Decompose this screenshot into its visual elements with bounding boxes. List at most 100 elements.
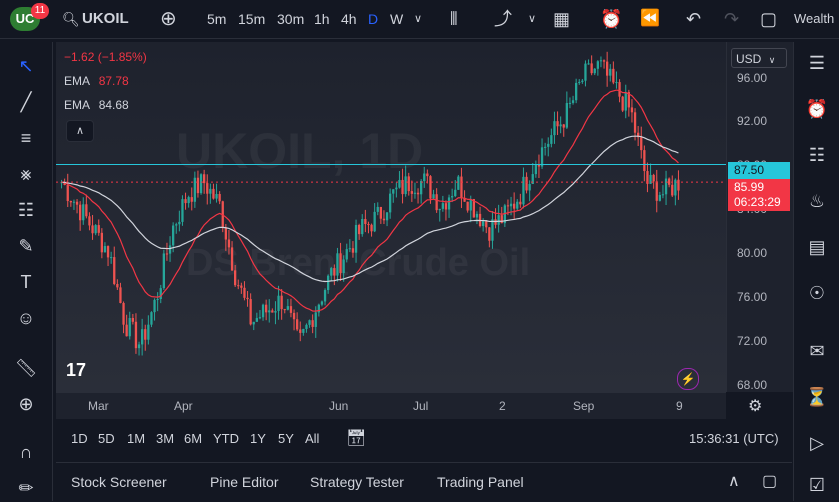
candle-body	[240, 285, 243, 288]
tab-pine-editor[interactable]: Pine Editor	[210, 474, 279, 490]
last-price: 85.99	[734, 180, 765, 194]
alerts-icon[interactable]: ⏰	[805, 99, 829, 119]
candle-body	[320, 301, 324, 305]
account-name[interactable]: Wealth	[794, 11, 835, 26]
lock-drawing-icon[interactable]: ✏	[18, 478, 34, 498]
prediction-icon[interactable]: ☷	[17, 200, 35, 220]
lightning-icon[interactable]: ⚡	[677, 368, 699, 390]
fullscreen-icon[interactable]: ▢	[760, 9, 778, 29]
watchlist-icon[interactable]: ☰	[808, 53, 826, 73]
text-icon[interactable]: T	[20, 272, 32, 292]
chevron-down-icon[interactable]: ∨	[414, 13, 423, 25]
candle-body	[398, 179, 401, 188]
time-axis[interactable]: Mar Apr Jun Jul 2 Sep 9	[56, 392, 726, 419]
currency-selector[interactable]: USD ∨	[731, 48, 787, 68]
zoom-in-icon[interactable]: ⊕	[18, 394, 34, 414]
watermark-description: DS Brent Crude Oil	[186, 242, 531, 284]
range-3m[interactable]: 3M	[156, 431, 175, 446]
alert-clock-icon[interactable]: ⏰	[600, 9, 623, 29]
candle-body	[268, 310, 271, 313]
candle-body	[522, 176, 525, 205]
layout-grid-icon[interactable]: ▦	[553, 9, 571, 29]
symbol-search[interactable]: UKOIL	[82, 10, 129, 27]
range-5y[interactable]: 5Y	[278, 431, 294, 446]
candle-body	[144, 329, 147, 340]
calendar-icon[interactable]: ▤	[808, 237, 826, 257]
candle-body	[292, 312, 296, 320]
candle-body	[571, 100, 575, 103]
compare-plus-icon[interactable]: ⊕	[160, 8, 177, 30]
candle-body	[274, 310, 277, 313]
chart-pane[interactable]: UKOIL, 1D DS Brent Crude Oil 17 ⚡	[56, 42, 726, 392]
hline-price-tag: 87.50	[728, 162, 790, 179]
candle-body	[575, 82, 578, 101]
hotlists-flame-icon[interactable]: ♨	[808, 191, 826, 211]
chevron-up-icon[interactable]: ∧	[728, 473, 740, 490]
last-price-tag: 85.99 06:23:29	[728, 179, 790, 211]
price-chart[interactable]	[56, 42, 726, 392]
tab-strategy-tester[interactable]: Strategy Tester	[310, 474, 404, 490]
interval-15m[interactable]: 15m	[238, 11, 266, 27]
candle-body	[646, 171, 649, 184]
range-1d[interactable]: 1D	[71, 431, 88, 446]
indicators-icon[interactable]: ⤴	[494, 9, 512, 29]
candle-body	[463, 197, 466, 202]
candle-body	[407, 176, 410, 192]
tab-trading-panel[interactable]: Trading Panel	[437, 474, 524, 490]
settings-gear-icon[interactable]: ⚙	[748, 398, 763, 415]
candle-body	[382, 218, 386, 221]
clock-display[interactable]: 15:36:31 (UTC)	[689, 431, 779, 446]
tab-stock-screener[interactable]: Stock Screener	[71, 474, 167, 490]
range-1m[interactable]: 1M	[127, 431, 146, 446]
range-all[interactable]: All	[305, 431, 320, 446]
time-tick: Jul	[413, 399, 429, 413]
interval-30m[interactable]: 30m	[277, 11, 305, 27]
price-axis[interactable]: USD ∨ 96.00 92.00 88.00 84.00 80.00 76.0…	[726, 42, 793, 392]
ema-fast-label: EMA	[64, 74, 90, 88]
chevron-down-icon: ∨	[768, 55, 776, 65]
brush-icon[interactable]: ✎	[18, 236, 34, 256]
emoji-icon[interactable]: ☺	[16, 308, 36, 328]
candle-body	[237, 285, 240, 287]
interval-d[interactable]: D	[368, 11, 379, 27]
candle-body	[540, 147, 544, 167]
chevron-down-icon[interactable]: ∨	[528, 13, 537, 25]
interval-w[interactable]: W	[390, 11, 404, 27]
collapse-legend-button[interactable]: ∧	[66, 120, 94, 142]
magnet-icon[interactable]: ∩	[19, 442, 33, 462]
play-icon[interactable]: ▷	[810, 433, 824, 453]
help-icon[interactable]: ☑	[808, 475, 826, 495]
candle-body	[131, 317, 134, 322]
candle-body	[364, 218, 367, 225]
calendar-range-icon[interactable]: 📅︎	[346, 430, 367, 447]
trend-line-icon[interactable]: ╱	[20, 92, 32, 112]
interval-1h[interactable]: 1h	[314, 11, 330, 27]
candle-body	[209, 188, 212, 194]
replay-icon[interactable]: ⏪	[640, 10, 660, 27]
range-5d[interactable]: 5D	[98, 431, 115, 446]
maximize-panel-icon[interactable]: ▢	[762, 473, 778, 490]
candle-body	[389, 193, 392, 213]
candle-body	[314, 312, 317, 327]
price-change: −1.62 (−1.85%)	[64, 50, 147, 64]
redo-icon[interactable]: ↷	[724, 9, 740, 29]
notifications-icon[interactable]: ⏳	[805, 387, 829, 407]
search-icon[interactable]: 🔍︎	[62, 11, 80, 27]
chat-icon[interactable]: ✉	[809, 341, 825, 361]
ideas-bulb-icon[interactable]: ☉	[808, 283, 826, 303]
fib-lines-icon[interactable]: ≡	[20, 128, 32, 148]
interval-5m[interactable]: 5m	[207, 11, 227, 27]
undo-icon[interactable]: ↶	[686, 9, 702, 29]
range-6m[interactable]: 6M	[184, 431, 203, 446]
range-ytd[interactable]: YTD	[213, 431, 239, 446]
cursor-icon[interactable]: ↖	[18, 56, 34, 76]
candles-icon[interactable]: ⫴	[450, 9, 458, 29]
candle-body	[528, 183, 531, 191]
news-list-icon[interactable]: ☷	[808, 145, 826, 165]
candle-body	[336, 253, 339, 276]
range-1y[interactable]: 1Y	[250, 431, 266, 446]
interval-4h[interactable]: 4h	[341, 11, 357, 27]
ruler-icon[interactable]: 📏︎	[14, 358, 38, 378]
pattern-icon[interactable]: ⨳	[20, 164, 32, 184]
candle-body	[361, 218, 364, 235]
